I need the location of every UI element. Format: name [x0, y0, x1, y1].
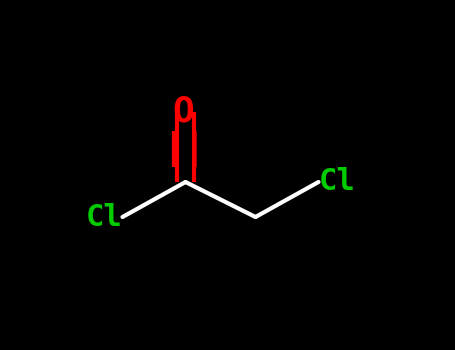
Text: O: O — [173, 95, 195, 129]
Text: Cl: Cl — [86, 203, 122, 231]
Text: ||: || — [162, 131, 206, 167]
Text: Cl: Cl — [318, 168, 355, 196]
